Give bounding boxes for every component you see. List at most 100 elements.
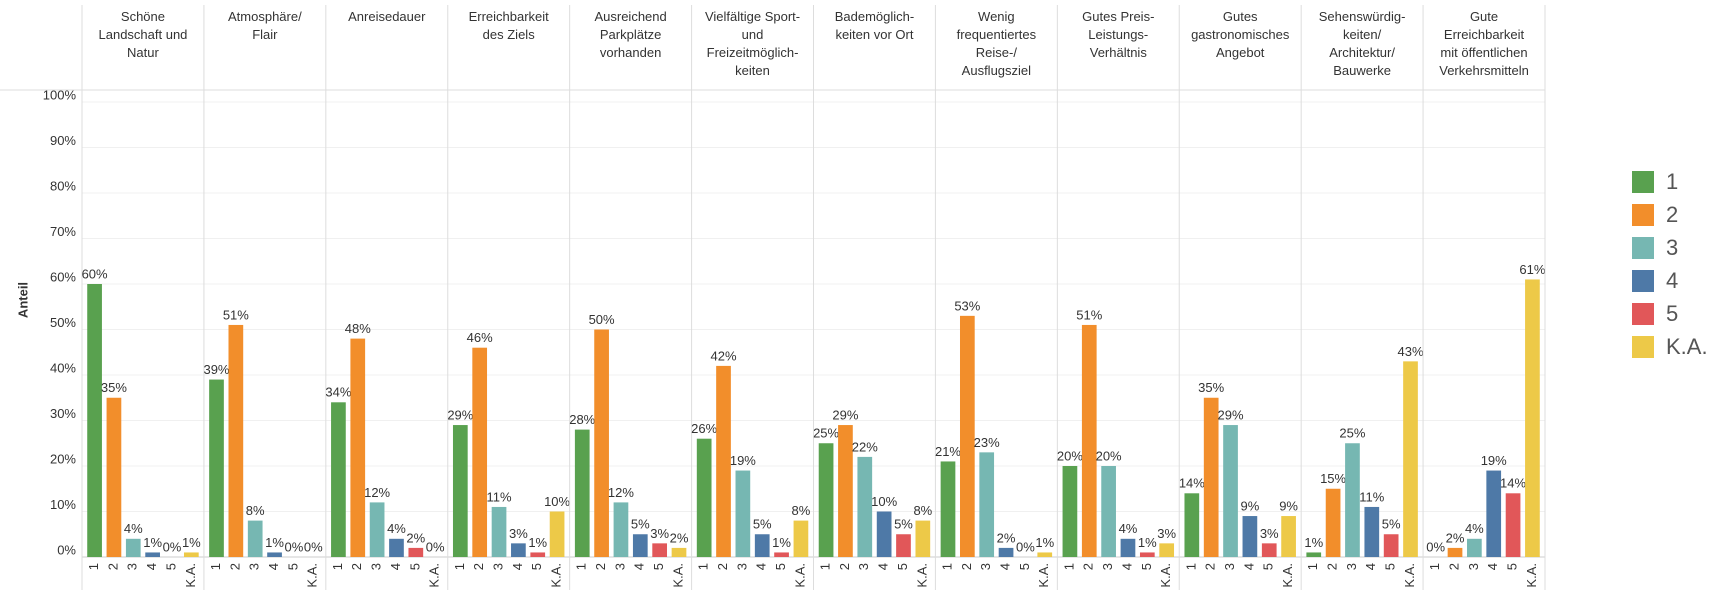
- legend-swatch: [1632, 171, 1654, 193]
- x-tick-label: 5: [651, 563, 666, 570]
- x-tick-label: 3: [1222, 563, 1237, 570]
- x-tick-label: 4: [1485, 563, 1500, 570]
- panel-title: Sehenswürdig- keiten/ Architektur/ Bauwe…: [1318, 9, 1406, 78]
- legend-swatch: [1632, 336, 1654, 358]
- x-tick-label: 4: [144, 563, 159, 570]
- x-tick-label: 4: [266, 563, 281, 570]
- panel-title: Bademöglich- keiten vor Ort: [834, 9, 915, 42]
- bar: [1139, 552, 1155, 557]
- bar: [1184, 493, 1200, 557]
- bar: [183, 552, 199, 557]
- x-tick-label: K.A.: [1036, 563, 1051, 588]
- x-tick-label: 3: [1466, 563, 1481, 570]
- x-tick-label: 4: [1363, 563, 1378, 570]
- value-label: 43%: [1397, 344, 1423, 359]
- x-tick-label: 3: [1344, 563, 1359, 570]
- value-label: 0%: [304, 539, 323, 554]
- x-tick-label: K.A.: [183, 563, 198, 588]
- x-tick-label: 1: [574, 563, 589, 570]
- bar: [998, 547, 1014, 557]
- bar: [1223, 425, 1238, 557]
- bar: [1242, 516, 1258, 557]
- x-tick-label: 1: [696, 563, 711, 570]
- x-tick-label: 3: [734, 563, 749, 570]
- value-label: 14%: [1179, 476, 1205, 491]
- bar: [1159, 543, 1175, 557]
- bar: [774, 552, 789, 557]
- x-tick-label: 1: [1305, 563, 1320, 570]
- x-tick-label: 2: [837, 563, 852, 570]
- x-tick-label: 2: [349, 563, 364, 570]
- x-tick-label: 3: [612, 563, 627, 570]
- legend-label: 2: [1666, 202, 1678, 227]
- x-tick-label: 4: [997, 563, 1012, 570]
- value-label: 1%: [1035, 535, 1054, 550]
- bar: [896, 534, 911, 557]
- value-label: 3%: [1157, 526, 1176, 541]
- y-tick-label: 50%: [50, 315, 76, 330]
- y-tick-label: 70%: [50, 224, 76, 239]
- x-tick-label: K.A.: [914, 563, 929, 588]
- bar: [793, 520, 809, 557]
- bar: [979, 452, 995, 557]
- bar: [369, 502, 385, 557]
- x-tick-label: 2: [959, 563, 974, 570]
- x-tick-label: 4: [1241, 563, 1256, 570]
- value-label: 12%: [608, 485, 634, 500]
- value-label: 48%: [345, 321, 371, 336]
- value-label: 53%: [954, 298, 980, 313]
- bar: [1447, 547, 1463, 557]
- x-tick-label: 2: [1446, 563, 1461, 570]
- bar: [472, 347, 488, 557]
- bar: [857, 456, 873, 557]
- x-tick-label: K.A.: [1280, 563, 1295, 588]
- legend-label: 4: [1666, 268, 1678, 293]
- value-label: 2%: [997, 530, 1016, 545]
- x-tick-label: 2: [1203, 563, 1218, 570]
- value-label: 60%: [82, 266, 108, 281]
- bar: [1062, 466, 1078, 557]
- value-label: 35%: [1198, 380, 1224, 395]
- value-label: 3%: [650, 526, 669, 541]
- value-label: 4%: [1119, 521, 1138, 536]
- legend-label: 1: [1666, 169, 1678, 194]
- bar: [491, 506, 507, 557]
- value-label: 1%: [182, 535, 201, 550]
- value-label: 12%: [364, 485, 390, 500]
- value-label: 28%: [569, 412, 595, 427]
- value-label: 20%: [1057, 448, 1083, 463]
- x-tick-label: 5: [773, 563, 788, 570]
- panel-title: Anreisedauer: [348, 9, 426, 24]
- value-label: 5%: [631, 517, 650, 532]
- x-tick-label: 1: [1427, 563, 1442, 570]
- value-label: 26%: [691, 421, 717, 436]
- value-label: 0%: [426, 539, 445, 554]
- value-label: 1%: [143, 535, 162, 550]
- bar: [1403, 361, 1418, 557]
- x-tick-label: 1: [86, 563, 101, 570]
- value-label: 51%: [223, 307, 249, 322]
- bar: [940, 461, 956, 557]
- legend-label: 3: [1666, 235, 1678, 260]
- bar: [1281, 516, 1296, 557]
- x-tick-label: 2: [1081, 563, 1096, 570]
- x-tick-label: 5: [1139, 563, 1154, 570]
- value-label: 0%: [285, 539, 304, 554]
- value-label: 4%: [387, 521, 406, 536]
- value-label: 15%: [1320, 471, 1346, 486]
- bar: [1345, 443, 1360, 557]
- bar: [1306, 552, 1322, 557]
- x-tick-label: 1: [939, 563, 954, 570]
- bar: [1505, 493, 1521, 557]
- value-label: 11%: [487, 489, 512, 504]
- value-label: 22%: [852, 439, 878, 454]
- value-label: 1%: [265, 535, 284, 550]
- value-label: 19%: [1481, 453, 1507, 468]
- x-tick-label: 3: [125, 563, 140, 570]
- bar: [1101, 466, 1116, 557]
- bar: [145, 552, 160, 557]
- value-label: 23%: [974, 435, 1000, 450]
- y-tick-label: 100%: [43, 87, 77, 102]
- legend-swatch: [1632, 270, 1654, 292]
